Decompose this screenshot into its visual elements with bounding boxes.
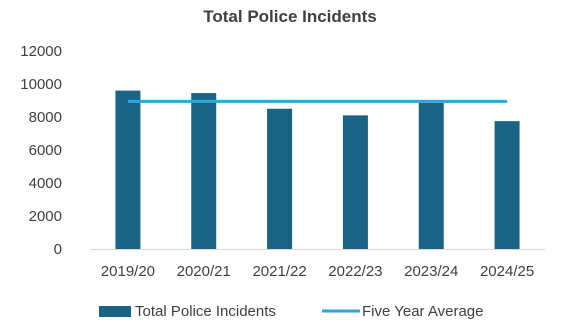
y-tick-label: 12000: [20, 43, 62, 60]
x-tick-label: 2022/23: [328, 263, 382, 280]
y-tick-label: 0: [54, 241, 62, 258]
y-tick-label: 4000: [29, 175, 62, 192]
bar-series: [115, 90, 520, 249]
y-tick-label: 6000: [29, 142, 62, 159]
y-tick-label: 10000: [20, 76, 62, 93]
bar: [418, 102, 444, 249]
bar: [342, 115, 368, 249]
bar: [494, 121, 520, 249]
x-tick-label: 2020/21: [177, 263, 231, 280]
x-tick-label: 2019/20: [101, 263, 155, 280]
y-axis: 0 2000 4000 6000 8000 10000 12000: [20, 43, 62, 258]
legend-bar-swatch: [99, 306, 131, 317]
legend-bar-label: Total Police Incidents: [135, 303, 276, 320]
bar: [191, 93, 217, 249]
x-tick-label: 2024/25: [480, 263, 534, 280]
x-tick-label: 2021/22: [252, 263, 306, 280]
y-tick-label: 8000: [29, 109, 62, 126]
x-tick-label: 2023/24: [404, 263, 458, 280]
bar: [267, 108, 293, 249]
bar: [115, 90, 141, 249]
y-tick-label: 2000: [29, 208, 62, 225]
legend: Total Police Incidents Five Year Average: [99, 303, 483, 320]
chart-title: Total Police Incidents: [203, 7, 377, 26]
x-axis: 2019/20 2020/21 2021/22 2022/23 2023/24 2024/…: [90, 249, 545, 280]
legend-line-label: Five Year Average: [362, 303, 483, 320]
